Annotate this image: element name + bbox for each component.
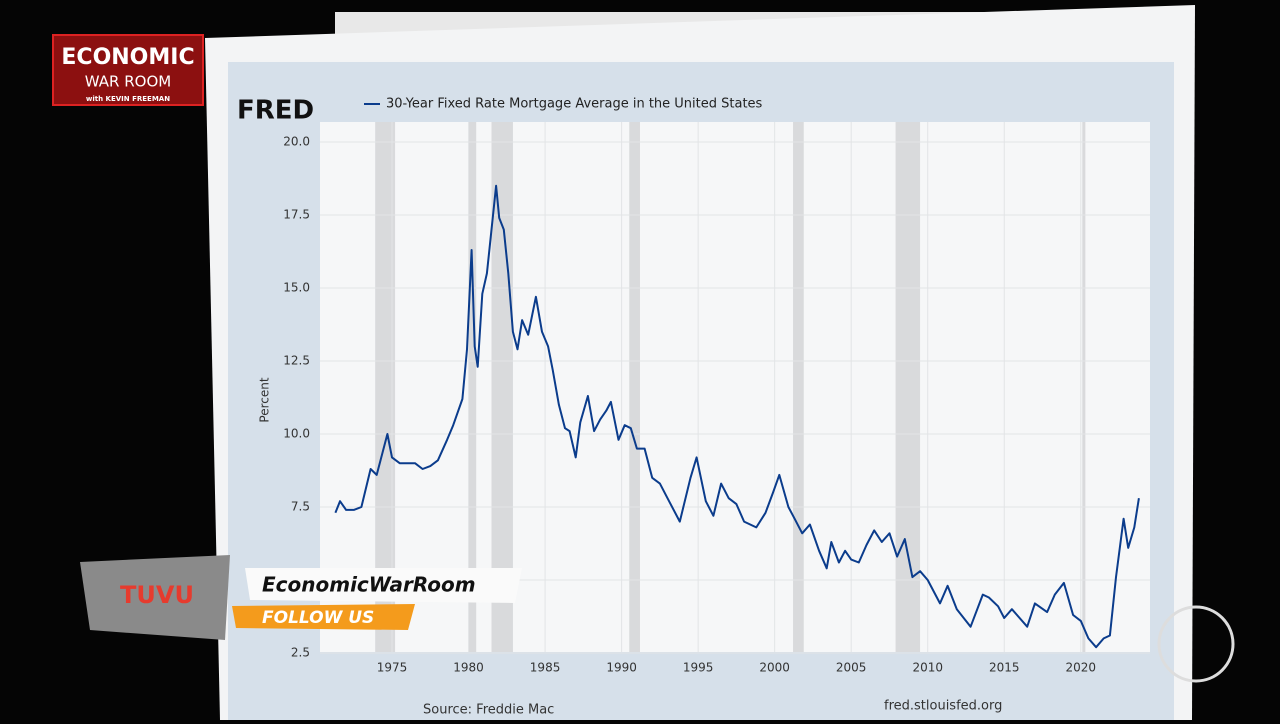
recession-band	[491, 122, 513, 652]
recession-band	[468, 122, 477, 652]
recession-band	[1082, 122, 1086, 652]
logo-line3: with KEVIN FREEMAN	[86, 95, 170, 103]
brush-gray	[80, 555, 230, 640]
recession-band	[375, 122, 396, 652]
brush-orange	[232, 604, 415, 630]
brand: FRED	[237, 96, 314, 126]
brush-white	[245, 568, 522, 603]
x-tick-label: 1995	[683, 661, 714, 675]
x-tick-label: 2015	[989, 661, 1020, 675]
logo-box	[52, 34, 204, 106]
y-tick-label: 10.0	[283, 427, 310, 441]
y-tick-label: 12.5	[283, 354, 310, 368]
recession-band	[895, 122, 921, 652]
cta: FOLLOW US	[262, 608, 374, 628]
logo-line2: WAR ROOM	[85, 73, 171, 91]
y-tick-label: 20.0	[283, 135, 310, 149]
recession-band	[793, 122, 804, 652]
x-tick-label: 1990	[606, 661, 637, 675]
series-line	[334, 184, 1140, 649]
y-tick-label: 17.5	[283, 208, 310, 222]
y-tick-label: 2.5	[291, 646, 310, 660]
x-tick-label: 2020	[1066, 661, 1097, 675]
x-tick-label: 2010	[912, 661, 943, 675]
site: fred.stlouisfed.org	[884, 699, 1002, 714]
source: Source: Freddie Mac	[423, 703, 554, 718]
logo-line1: ECONOMIC	[61, 45, 194, 70]
x-tick-label: 1985	[530, 661, 561, 675]
y-axis-label: Percent	[258, 377, 272, 422]
y-tick-label: 7.5	[291, 500, 310, 514]
x-tick-label: 1980	[453, 661, 484, 675]
plot-area	[320, 122, 1150, 652]
legend-label: 30-Year Fixed Rate Mortgage Average in t…	[386, 97, 763, 112]
x-tick-label: 1975	[377, 661, 408, 675]
y-tick-label: 15.0	[283, 281, 310, 295]
platform: TUVU	[120, 581, 194, 609]
recession-band	[629, 122, 640, 652]
x-tick-label: 2000	[759, 661, 790, 675]
x-tick-label: 2005	[836, 661, 867, 675]
handle: EconomicWarRoom	[262, 573, 476, 597]
watermark-logo	[1157, 605, 1235, 683]
